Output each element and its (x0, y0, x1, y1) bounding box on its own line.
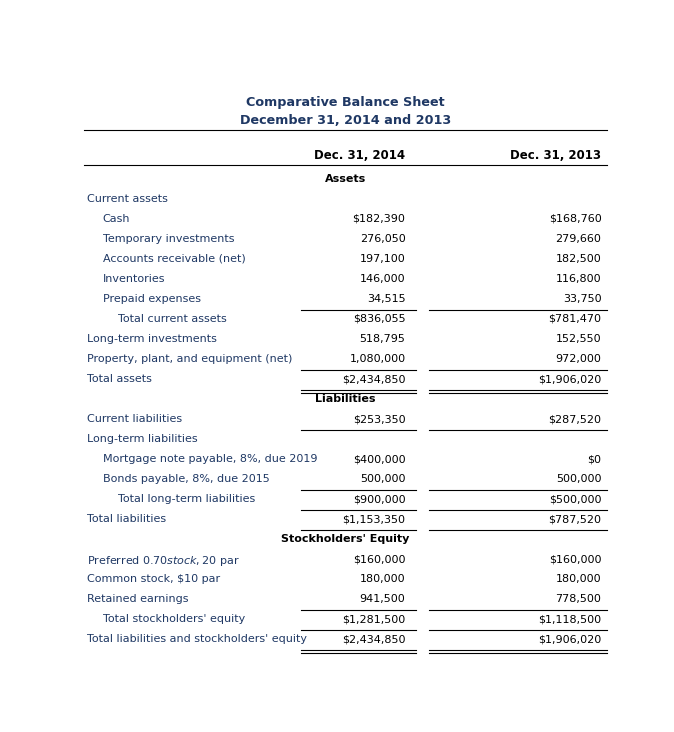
Text: December 31, 2014 and 2013: December 31, 2014 and 2013 (240, 114, 451, 127)
Text: $500,000: $500,000 (549, 494, 601, 504)
Text: Inventories: Inventories (102, 274, 165, 284)
Text: 197,100: 197,100 (360, 254, 406, 264)
Text: Comparative Balance Sheet: Comparative Balance Sheet (246, 97, 445, 109)
Text: Accounts receivable (net): Accounts receivable (net) (102, 254, 245, 264)
Text: 146,000: 146,000 (360, 274, 406, 284)
Text: $182,390: $182,390 (353, 214, 406, 224)
Text: $168,760: $168,760 (549, 214, 601, 224)
Text: 500,000: 500,000 (360, 474, 406, 484)
Text: Liabilities: Liabilities (315, 394, 375, 404)
Text: $0: $0 (587, 454, 601, 464)
Text: $253,350: $253,350 (353, 414, 406, 424)
Text: 34,515: 34,515 (367, 294, 406, 304)
Text: Total current assets: Total current assets (118, 314, 227, 324)
Text: Total liabilities: Total liabilities (87, 514, 166, 524)
Text: Stockholders' Equity: Stockholders' Equity (281, 534, 410, 544)
Text: $160,000: $160,000 (353, 554, 406, 564)
Text: $400,000: $400,000 (353, 454, 406, 464)
Text: $781,470: $781,470 (549, 314, 601, 324)
Text: $160,000: $160,000 (549, 554, 601, 564)
Text: Current liabilities: Current liabilities (87, 414, 182, 424)
Text: Long-term investments: Long-term investments (87, 334, 217, 344)
Text: $1,153,350: $1,153,350 (342, 514, 406, 524)
Text: $836,055: $836,055 (353, 314, 406, 324)
Text: Dec. 31, 2013: Dec. 31, 2013 (510, 149, 601, 162)
Text: Current assets: Current assets (87, 194, 168, 204)
Text: $2,434,850: $2,434,850 (342, 634, 406, 644)
Text: 182,500: 182,500 (555, 254, 601, 264)
Text: 180,000: 180,000 (556, 574, 601, 584)
Text: Total assets: Total assets (87, 374, 152, 384)
Text: Property, plant, and equipment (net): Property, plant, and equipment (net) (87, 354, 293, 364)
Text: 778,500: 778,500 (555, 594, 601, 604)
Text: 180,000: 180,000 (360, 574, 406, 584)
Text: 152,550: 152,550 (556, 334, 601, 344)
Text: $1,281,500: $1,281,500 (342, 614, 406, 624)
Text: Total liabilities and stockholders' equity: Total liabilities and stockholders' equi… (87, 634, 307, 644)
Text: Dec. 31, 2014: Dec. 31, 2014 (314, 149, 406, 162)
Text: Temporary investments: Temporary investments (102, 234, 234, 244)
Text: 972,000: 972,000 (555, 354, 601, 364)
Text: Assets: Assets (325, 174, 366, 184)
Text: Preferred $0.70 stock, $20 par: Preferred $0.70 stock, $20 par (87, 554, 240, 568)
Text: 941,500: 941,500 (360, 594, 406, 604)
Text: Common stock, $10 par: Common stock, $10 par (87, 574, 220, 584)
Text: Bonds payable, 8%, due 2015: Bonds payable, 8%, due 2015 (102, 474, 270, 484)
Text: 279,660: 279,660 (555, 234, 601, 244)
Text: 1,080,000: 1,080,000 (349, 354, 406, 364)
Text: 518,795: 518,795 (360, 334, 406, 344)
Text: Total long-term liabilities: Total long-term liabilities (118, 494, 255, 504)
Text: $1,118,500: $1,118,500 (539, 614, 601, 624)
Text: Total stockholders' equity: Total stockholders' equity (102, 614, 245, 624)
Text: 500,000: 500,000 (556, 474, 601, 484)
Text: $1,906,020: $1,906,020 (538, 374, 601, 384)
Text: Cash: Cash (102, 214, 130, 224)
Text: $900,000: $900,000 (353, 494, 406, 504)
Text: $787,520: $787,520 (549, 514, 601, 524)
Text: 116,800: 116,800 (556, 274, 601, 284)
Text: $2,434,850: $2,434,850 (342, 374, 406, 384)
Text: Retained earnings: Retained earnings (87, 594, 188, 604)
Text: Long-term liabilities: Long-term liabilities (87, 434, 197, 444)
Text: Mortgage note payable, 8%, due 2019: Mortgage note payable, 8%, due 2019 (102, 454, 317, 464)
Text: $287,520: $287,520 (549, 414, 601, 424)
Text: $1,906,020: $1,906,020 (538, 634, 601, 644)
Text: Prepaid expenses: Prepaid expenses (102, 294, 201, 304)
Text: 276,050: 276,050 (360, 234, 406, 244)
Text: 33,750: 33,750 (563, 294, 601, 304)
